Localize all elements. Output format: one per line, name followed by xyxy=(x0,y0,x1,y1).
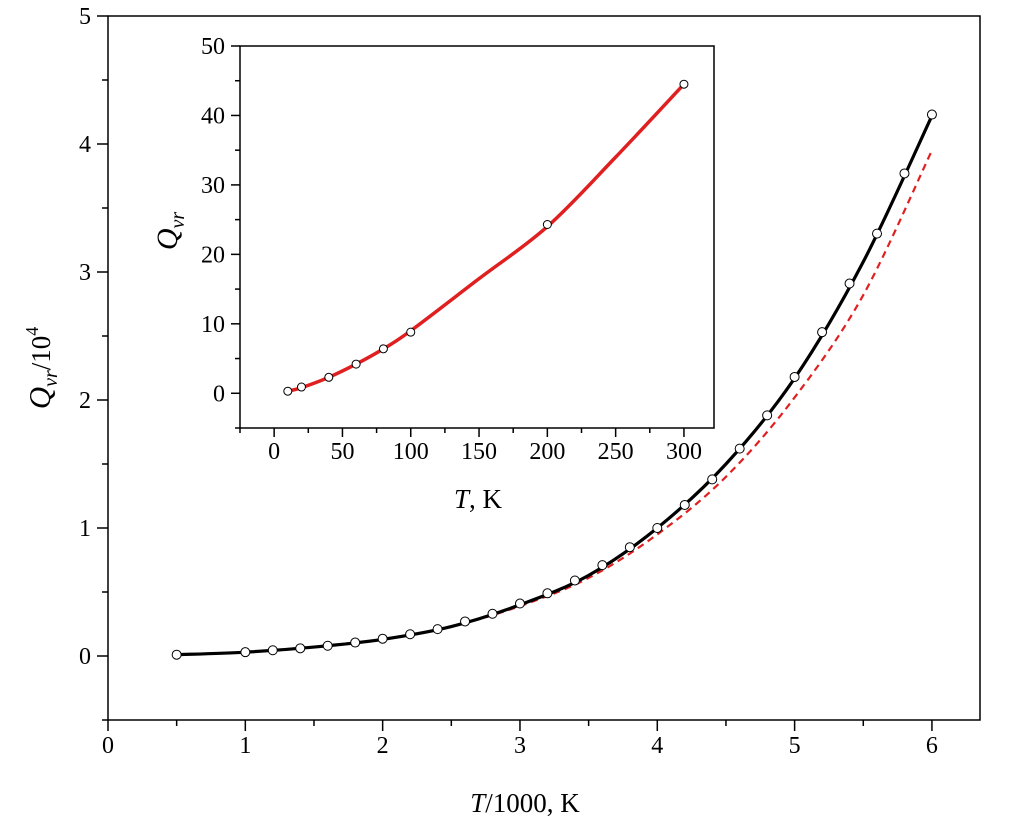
main-plot-frame xyxy=(107,15,981,721)
main-data-point xyxy=(926,109,937,120)
main-data-point xyxy=(432,624,443,635)
inset-axis-ticks xyxy=(231,45,685,437)
main-x-tick-label: 1 xyxy=(239,733,251,759)
main-y-tick-label: 2 xyxy=(79,388,91,414)
main-data-point xyxy=(240,647,251,658)
main-data-point xyxy=(350,637,361,648)
main-data-point xyxy=(569,575,580,586)
main-data-point xyxy=(514,598,525,609)
main-x-tick-label: 5 xyxy=(789,733,801,759)
main-tick-labels: 0 1 2 3 4 5 6 0 1 2 3 4 5 xyxy=(79,4,938,759)
main-y-tick-label: 0 xyxy=(79,644,91,670)
inset-y-tick-label: 10 xyxy=(201,312,225,338)
main-data-point xyxy=(295,643,306,654)
main-x-tick-label: 2 xyxy=(377,733,389,759)
main-data-point xyxy=(844,278,855,289)
main-marker-series xyxy=(171,109,937,660)
main-data-point xyxy=(267,645,278,656)
inset-y-tick-label: 0 xyxy=(213,381,225,407)
main-data-point xyxy=(762,410,773,421)
main-data-point xyxy=(542,588,553,599)
inset-marker-series xyxy=(283,79,689,396)
main-data-point xyxy=(377,633,388,644)
main-data-point xyxy=(171,649,182,660)
main-data-point xyxy=(652,523,663,533)
inset-data-point xyxy=(351,359,361,369)
inset-data-point xyxy=(378,344,388,354)
main-data-point xyxy=(405,629,416,640)
inset-x-tick-label: 200 xyxy=(529,439,565,465)
inset-y-axis-title: Qvr xyxy=(151,212,189,251)
main-data-point xyxy=(707,474,718,485)
inset-series xyxy=(283,79,689,396)
main-data-point xyxy=(487,608,498,619)
main-axis-ticks xyxy=(97,15,933,731)
inset-x-tick-label: 300 xyxy=(666,439,702,465)
main-y-axis-title: Qvr/104 xyxy=(22,327,62,410)
main-data-point xyxy=(899,168,910,179)
main-data-point xyxy=(597,560,608,571)
main-data-point xyxy=(789,371,800,382)
main-data-point xyxy=(624,542,635,553)
main-data-point xyxy=(734,443,745,454)
inset-data-point xyxy=(283,386,293,396)
inset-x-tick-label: 150 xyxy=(461,439,497,465)
inset-data-point xyxy=(324,372,334,382)
main-x-tick-label: 0 xyxy=(102,733,114,759)
inset-plot-background xyxy=(240,46,714,428)
inset-x-tick-label: 100 xyxy=(393,439,429,465)
main-data-point xyxy=(460,616,471,627)
main-x-axis-title: T/1000, K xyxy=(470,788,580,818)
main-series xyxy=(171,109,937,660)
inset-y-tick-label: 30 xyxy=(201,173,225,199)
inset-x-tick-label: 250 xyxy=(598,439,634,465)
inset-x-axis-title: T, K xyxy=(454,484,503,514)
inset-data-point xyxy=(679,79,689,89)
inset-x-tick-label: 0 xyxy=(268,439,280,465)
main-plot: 0 1 2 3 4 5 6 0 1 2 3 4 5 T/1000, K Qvr/104 xyxy=(22,4,981,818)
main-x-tick-label: 6 xyxy=(926,733,938,759)
main-data-point xyxy=(817,327,828,338)
inset-tick-labels: 0 50 100 150 200 250 300 0 10 20 30 40 50 xyxy=(201,34,702,465)
inset-y-tick-label: 20 xyxy=(201,242,225,268)
inset-plot-frame xyxy=(239,45,715,429)
main-data-point xyxy=(872,228,883,239)
main-y-tick-label: 3 xyxy=(79,260,91,286)
main-x-tick-label: 3 xyxy=(514,733,526,759)
inset-y-tick-label: 50 xyxy=(201,34,225,60)
main-data-point xyxy=(679,499,690,510)
inset-y-tick-label: 40 xyxy=(201,103,225,129)
inset-data-point xyxy=(406,327,416,337)
main-solid-curve xyxy=(175,114,934,657)
inset-plot: 0 50 100 150 200 250 300 0 10 20 30 40 50 T, K Qvr xyxy=(151,34,715,514)
inset-data-point xyxy=(296,382,306,392)
inset-data-point xyxy=(542,219,552,229)
main-x-tick-label: 4 xyxy=(651,733,663,759)
inset-x-tick-label: 50 xyxy=(330,439,354,465)
main-y-tick-label: 5 xyxy=(79,4,91,30)
main-data-point xyxy=(322,640,333,651)
main-y-tick-label: 1 xyxy=(79,516,91,542)
main-y-tick-label: 4 xyxy=(79,132,91,158)
